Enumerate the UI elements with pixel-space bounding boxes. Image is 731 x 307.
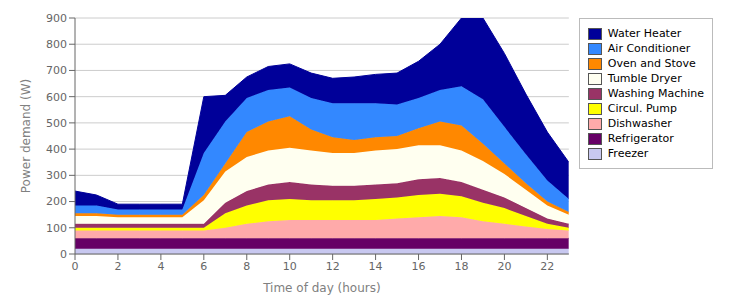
html-text:Tumble Dryer: Tumble Dryer bbox=[607, 72, 682, 85]
svg-text:100: 100 bbox=[46, 222, 67, 235]
svg-text:Time of day (hours): Time of day (hours) bbox=[262, 281, 381, 295]
svg-text:16: 16 bbox=[412, 260, 426, 273]
svg-text:4: 4 bbox=[157, 260, 164, 273]
html-text:Oven and Stove: Oven and Stove bbox=[607, 57, 696, 70]
svg-text:600: 600 bbox=[46, 91, 67, 104]
svg-text:0: 0 bbox=[60, 248, 67, 261]
svg-text:300: 300 bbox=[46, 169, 67, 182]
svg-text:2: 2 bbox=[114, 260, 121, 273]
svg-text:22: 22 bbox=[540, 260, 554, 273]
svg-text:500: 500 bbox=[46, 117, 67, 130]
svg-text:800: 800 bbox=[46, 38, 67, 51]
svg-text:8: 8 bbox=[243, 260, 250, 273]
svg-text:20: 20 bbox=[497, 260, 511, 273]
svg-text:Power demand (W): Power demand (W) bbox=[19, 79, 33, 193]
svg-text:10: 10 bbox=[283, 260, 297, 273]
html-text:Washing Machine: Washing Machine bbox=[607, 87, 704, 100]
html-text:Water Heater: Water Heater bbox=[607, 27, 682, 40]
svg-text:12: 12 bbox=[326, 260, 340, 273]
svg-text:0: 0 bbox=[72, 260, 79, 273]
svg-text:14: 14 bbox=[369, 260, 383, 273]
svg-text:18: 18 bbox=[454, 260, 468, 273]
svg-text:700: 700 bbox=[46, 64, 67, 77]
html-text:Dishwasher: Dishwasher bbox=[607, 117, 672, 130]
svg-text:900: 900 bbox=[46, 12, 67, 25]
html-text:Air Conditioner: Air Conditioner bbox=[607, 42, 691, 55]
html-text:Circul. Pump: Circul. Pump bbox=[607, 102, 677, 115]
svg-text:6: 6 bbox=[200, 260, 207, 273]
svg-text:400: 400 bbox=[46, 143, 67, 156]
svg-text:200: 200 bbox=[46, 195, 67, 208]
html-text:Freezer: Freezer bbox=[607, 147, 649, 160]
html-text:Refrigerator: Refrigerator bbox=[607, 132, 674, 145]
